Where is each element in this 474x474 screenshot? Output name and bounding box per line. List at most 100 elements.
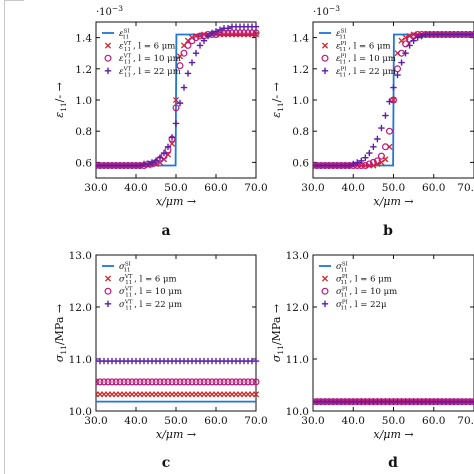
data-point-v22 [136,162,144,169]
data-point-v10 [100,378,108,386]
data-point-v10 [240,29,248,37]
data-point-v10 [176,62,184,70]
data-point-v10 [120,378,128,386]
data-point-v22 [172,120,180,127]
legend-entry-label: εVT 11, l = 10 μm [119,54,181,66]
x-tick-label: 70. [457,182,474,194]
x-axis-label: x/μm → [373,195,413,208]
data-point-v10 [248,29,256,37]
y-tick-label: 1.2 [75,64,92,76]
x-tick-label: 40.0 [124,182,147,194]
y-tick-label: 1.0 [75,95,92,107]
data-point-v22 [382,112,389,119]
series-group [96,23,260,170]
data-point-v22 [406,42,413,49]
data-point-v10 [244,29,252,37]
data-point-v10 [240,378,248,386]
data-point-v10 [128,378,136,386]
data-point-v22 [346,162,353,169]
y-tick-label: 0.6 [75,157,92,169]
panel-label: b [383,223,393,239]
data-point-v6 [252,31,260,38]
data-point-v22 [196,42,204,49]
data-point-v10 [228,378,236,386]
data-point-v22 [212,28,220,35]
y-tick-label: 1.0 [292,95,309,107]
data-point-v10 [152,378,160,386]
data-point-v10 [188,378,196,386]
legend-marker [104,275,112,282]
data-point-v10 [136,378,144,386]
data-point-v22 [374,135,381,143]
data-point-v22 [378,124,385,132]
y-tick-label: 11.0 [69,354,92,366]
data-point-v22 [152,157,160,165]
axis-exponent: ·10−3 [313,4,340,18]
series-group [313,30,474,170]
data-point-v10 [373,157,381,165]
data-point-v22 [208,29,216,37]
data-point-v22 [386,98,393,105]
data-point-v22 [414,34,421,41]
data-point-v10 [224,378,232,386]
x-tick-label: 40.0 [124,415,147,427]
data-point-v6 [172,96,180,104]
series-group [96,357,260,403]
data-point-v10 [365,160,373,168]
data-point-v10 [244,378,252,386]
legend-entry-label: εVT 11, l = 6 μm [119,41,175,53]
x-tick-label: 40.0 [342,415,365,427]
data-point-v22 [366,149,373,157]
legend-marker [321,54,329,62]
data-point-v10 [192,378,200,386]
legend-marker [104,54,112,62]
legend-entry-label: εSI 11 [119,29,130,41]
chart-panel-d: 30.0 40.0 50.0 60.0 70. 10.0 11.0 12.0 13.0 x/μm … [270,250,474,471]
legend-entry-label: εPI 11, l = 6 μm [336,41,391,53]
x-axis-label: x/μm → [156,195,196,208]
legend-entry-label: εVT 11, l = 22 μm [119,66,181,78]
y-tick-label: 10.0 [286,406,309,418]
data-point-v10 [184,41,192,49]
data-point-v22 [156,154,164,161]
data-point-v10 [108,378,116,386]
legend-entry-label: σPI 11, l = 10 μm [336,287,397,299]
legend-marker [104,287,112,295]
data-point-v22 [370,143,377,150]
data-point-v10 [236,378,244,386]
data-point-v10 [96,378,104,386]
data-point-v10 [394,65,402,73]
legend-marker [104,42,112,49]
y-tick-label: 11.0 [286,354,309,366]
data-point-v22 [398,59,405,66]
x-tick-label: 60.0 [422,415,445,427]
data-point-v22 [192,50,200,57]
data-point-v10 [232,29,240,37]
data-point-v22 [160,149,168,157]
x-tick-label: 50.0 [164,415,187,427]
legend-marker [321,300,329,307]
data-point-v10 [156,378,164,386]
data-point-v22 [252,357,260,365]
x-tick-label: 70.0 [244,182,267,194]
data-point-v10 [361,162,369,170]
data-point-v10 [180,378,188,386]
data-point-v10 [164,378,172,386]
data-point-v22 [216,26,224,33]
legend-entry-label: σPI 11, l = 22μ [336,299,387,311]
data-point-v22 [358,157,365,165]
data-point-v10 [232,378,240,386]
y-axis-label: σ11/MPa → [53,304,68,362]
data-point-v22 [180,84,188,91]
y-tick-label: 12.0 [286,302,309,314]
legend-marker [321,67,329,74]
y-axis-label: σ11/MPa → [270,304,285,362]
legend-entry-label: σSI 11 [336,262,348,274]
panel-label: c [162,455,171,471]
data-point-v22 [354,159,361,166]
x-tick-label: 60.0 [422,182,445,194]
data-point-v22 [390,84,397,91]
series-group [313,398,474,406]
